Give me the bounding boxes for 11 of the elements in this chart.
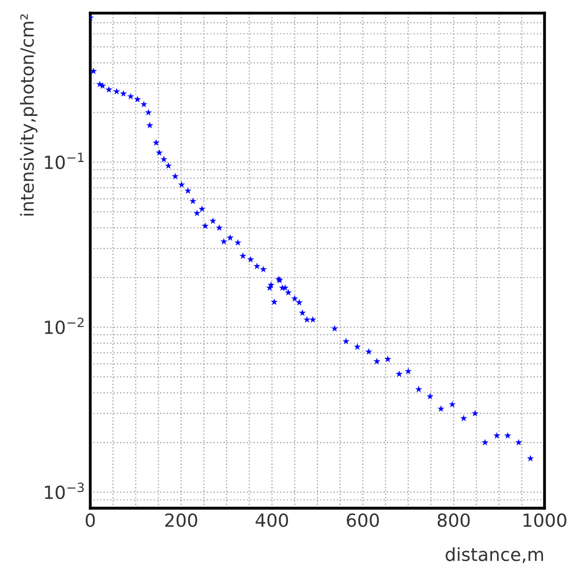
x-tick-label: 200: [165, 513, 198, 528]
x-axis-title: distance,m: [446, 547, 543, 564]
x-tick-label: 0: [86, 513, 95, 528]
x-tick-label: 400: [256, 513, 288, 528]
y-tick-label: 10$^{−2}$: [44, 318, 84, 334]
x-tick-label: 1000: [524, 513, 566, 528]
y-tick-label: 10$^{−3}$: [44, 482, 84, 500]
y-tick-label: 10$^{−1}$: [44, 152, 84, 170]
x-tick-label: 600: [346, 513, 379, 528]
y-axis-title: intensivity,photon/cm²: [20, 14, 38, 216]
x-tick-label: 800: [438, 513, 470, 528]
